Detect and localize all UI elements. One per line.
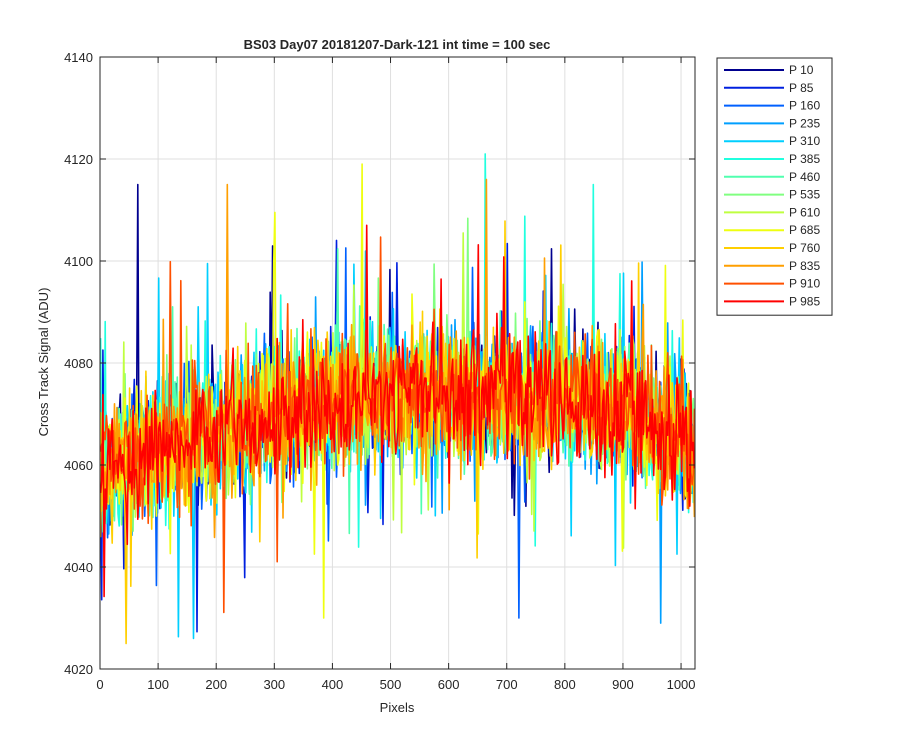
y-tick-label: 4060: [64, 458, 93, 473]
legend-label: P 10: [789, 63, 814, 77]
legend-label: P 235: [789, 116, 820, 130]
legend-label: P 835: [789, 259, 820, 273]
x-tick-label: 300: [263, 677, 285, 692]
legend-label: P 760: [789, 241, 820, 255]
plot-area: 0 100 200 300 400 500 600 700 800 900 1000 4020 4040…: [64, 50, 695, 692]
x-tick-label: 700: [496, 677, 518, 692]
y-tick-label: 4040: [64, 560, 93, 575]
y-axis-label: Cross Track Signal (ADU): [36, 288, 51, 437]
legend-label: P 685: [789, 223, 820, 237]
x-tick-label: 100: [147, 677, 169, 692]
x-tick-label: 0: [96, 677, 103, 692]
y-tick-label: 4120: [64, 152, 93, 167]
x-tick-label: 200: [205, 677, 227, 692]
series-lines: [100, 153, 695, 645]
chart-title: BS03 Day07 20181207-Dark-121 int time = …: [244, 37, 551, 52]
legend-label: P 610: [789, 205, 820, 219]
y-tick-label: 4020: [64, 662, 93, 677]
legend-label: P 985: [789, 294, 820, 308]
legend-label: P 160: [789, 99, 820, 113]
y-tick-label: 4140: [64, 50, 93, 65]
legend-label: P 460: [789, 170, 820, 184]
legend-box: [716, 57, 833, 316]
legend: P 10 P 85 P 160 P 235 P 310 P 385 P 460 P 535 P …: [716, 57, 833, 316]
x-tick-label: 1000: [667, 677, 696, 692]
x-tick-label: 600: [438, 677, 460, 692]
x-axis-label: Pixels: [380, 700, 415, 715]
legend-label: P 535: [789, 188, 820, 202]
series-line-p985: [100, 224, 695, 598]
y-tick-label: 4080: [64, 356, 93, 371]
legend-label: P 385: [789, 152, 820, 166]
legend-label: P 910: [789, 277, 820, 291]
legend-label: P 310: [789, 134, 820, 148]
legend-label: P 85: [789, 81, 814, 95]
x-tick-label: 500: [380, 677, 402, 692]
x-tick-label: 400: [322, 677, 344, 692]
x-tick-label: 800: [554, 677, 576, 692]
x-tick-label: 900: [612, 677, 634, 692]
y-tick-label: 4100: [64, 254, 93, 269]
